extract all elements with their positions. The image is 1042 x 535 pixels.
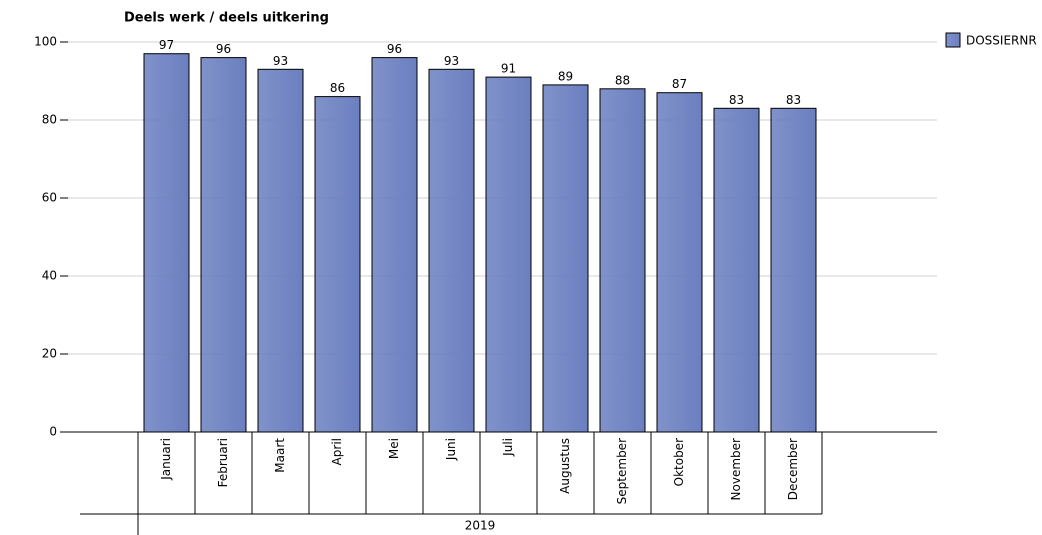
bar (428, 68, 475, 433)
bar (371, 57, 418, 433)
x-tick-label: Juli (501, 438, 515, 457)
x-tick-label: Januari (159, 438, 173, 481)
x-tick-label: December (786, 438, 800, 500)
value-label: 89 (558, 69, 573, 83)
value-label: 86 (330, 81, 345, 95)
value-label: 96 (387, 42, 402, 56)
value-label: 93 (444, 54, 459, 68)
y-tick-label: 100 (34, 35, 57, 49)
chart-title: Deels werk / deels uitkering (124, 11, 329, 26)
bar (599, 88, 646, 433)
value-label: 88 (615, 73, 630, 87)
y-tick-label: 40 (42, 269, 57, 283)
x-tick-label: Mei (387, 438, 401, 459)
bar (770, 107, 817, 433)
value-label: 97 (159, 38, 174, 52)
bar (200, 57, 247, 433)
bar (542, 84, 589, 433)
value-label: 83 (729, 93, 744, 107)
value-label: 87 (672, 77, 687, 91)
bar (143, 53, 190, 433)
group-label: 2019 (465, 519, 496, 533)
bar (656, 92, 703, 433)
value-label: 83 (786, 93, 801, 107)
value-label: 96 (216, 42, 231, 56)
y-tick-label: 80 (42, 113, 57, 127)
x-tick-label: Oktober (672, 438, 686, 486)
x-tick-label: Februari (216, 438, 230, 487)
bar (257, 68, 304, 433)
y-tick-label: 0 (49, 425, 57, 439)
x-tick-label: Juni (444, 438, 458, 461)
bar (314, 96, 361, 433)
value-label: 91 (501, 62, 516, 76)
legend-label: DOSSIERNR (966, 34, 1037, 48)
x-tick-label: November (729, 438, 743, 500)
x-tick-label: April (330, 438, 344, 465)
x-tick-label: September (615, 438, 629, 504)
value-label: 93 (273, 54, 288, 68)
y-tick-label: 20 (42, 347, 57, 361)
x-tick-label: Augustus (558, 438, 572, 494)
x-tick-label: Maart (273, 438, 287, 473)
bar (485, 76, 532, 433)
bar (713, 107, 760, 433)
legend-swatch (945, 32, 961, 48)
y-tick-label: 60 (42, 191, 57, 205)
